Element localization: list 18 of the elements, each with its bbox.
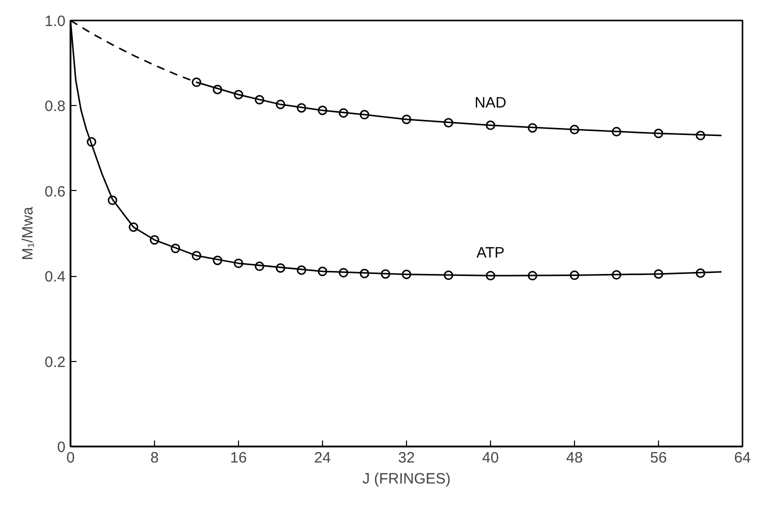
x-axis-title: J (FRINGES) bbox=[362, 470, 451, 488]
x-tick-label: 16 bbox=[230, 450, 247, 466]
x-tick-label: 64 bbox=[734, 450, 751, 466]
x-tick-label: 8 bbox=[150, 450, 159, 466]
y-axis-title: M₁/Mwa bbox=[20, 206, 37, 260]
y-tick-label: 0.8 bbox=[44, 98, 66, 116]
x-tick-label: 32 bbox=[398, 450, 415, 466]
series-label: ATP bbox=[476, 244, 505, 262]
y-tick-label: 0.2 bbox=[44, 354, 66, 371]
x-tick-label: 24 bbox=[314, 450, 331, 466]
x-tick-label: 48 bbox=[566, 450, 583, 466]
x-tick-label: 40 bbox=[482, 450, 499, 466]
series-label: NAD bbox=[474, 94, 506, 112]
y-tick-label: 1.0 bbox=[44, 13, 66, 30]
y-tick-label: 0.6 bbox=[44, 183, 66, 200]
x-tick-label: 56 bbox=[650, 450, 667, 466]
y-tick-label: 0.4 bbox=[44, 268, 66, 286]
y-tick-label: 0 bbox=[57, 439, 66, 456]
